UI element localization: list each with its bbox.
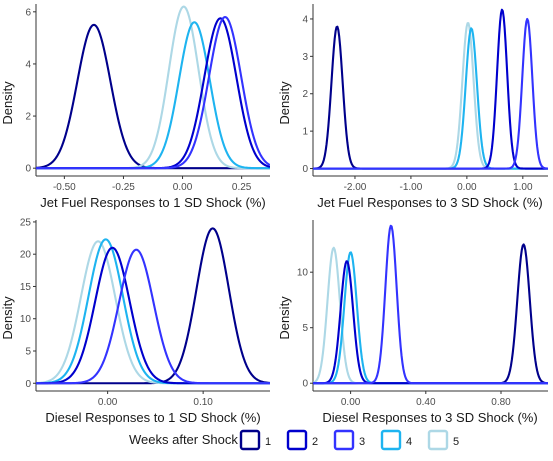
x-tick-label: 0.10 bbox=[193, 397, 213, 408]
legend-key-week-4 bbox=[380, 429, 402, 451]
legend-label-week-3: 3 bbox=[359, 436, 365, 448]
legend-key-week-2 bbox=[286, 429, 308, 451]
density-curve-week-5 bbox=[36, 5, 270, 170]
y-tick-label: 2 bbox=[302, 89, 308, 100]
x-tick-label: 0.25 bbox=[232, 182, 252, 193]
y-tick-label: 2 bbox=[25, 112, 31, 123]
x-tick-label: 0.80 bbox=[491, 397, 511, 408]
density-curve-week-3 bbox=[36, 15, 270, 170]
legend-title: Weeks after Shock bbox=[129, 432, 238, 447]
legend: Weeks after Shock 1 2 3 4 5 bbox=[129, 429, 459, 451]
x-tick-label: 0.00 bbox=[341, 397, 361, 408]
x-tick-label: 0.00 bbox=[457, 182, 477, 193]
series-group bbox=[313, 224, 548, 385]
y-tick-label: 0 bbox=[25, 379, 31, 390]
chart-panel-2: 0 1 2 3 4 -2.00 -1.00 0.00 1.00 Jet Fuel Response… bbox=[277, 4, 548, 210]
density-curve-week-4 bbox=[313, 251, 548, 385]
legend-label-week-2: 2 bbox=[312, 436, 318, 448]
legend-key-week-5 bbox=[427, 429, 449, 451]
y-tick-label: 0 bbox=[302, 379, 308, 390]
series-group bbox=[36, 5, 270, 170]
x-axis-title: Diesel Responses to 1 SD Shock (%) bbox=[45, 410, 260, 425]
y-tick-label: 3 bbox=[302, 52, 308, 63]
chart-panel-1: 0 2 4 6 -0.50 -0.25 0.00 0.25 Jet Fuel Responses… bbox=[0, 4, 270, 210]
chart-panel-4: 0 5 10 0.00 0.40 0.80 Diesel Responses to 3 SD… bbox=[277, 220, 548, 425]
y-axis-title: Density bbox=[0, 81, 15, 125]
y-tick-label: 10 bbox=[20, 314, 32, 325]
density-curve-week-1 bbox=[36, 227, 270, 385]
x-tick-label: 0.00 bbox=[173, 182, 193, 193]
y-tick-label: 5 bbox=[25, 346, 31, 357]
y-axis-title: Density bbox=[0, 296, 15, 340]
x-tick-label: 1.00 bbox=[513, 182, 533, 193]
y-tick-label: 15 bbox=[20, 282, 32, 293]
x-axis-title: Jet Fuel Responses to 3 SD Shock (%) bbox=[317, 195, 542, 210]
x-tick-label: -1.00 bbox=[400, 182, 423, 193]
legend-label-week-1: 1 bbox=[265, 436, 271, 448]
legend-key-week-3 bbox=[333, 429, 355, 451]
x-tick-label: -0.50 bbox=[53, 182, 76, 193]
density-curve-week-3 bbox=[36, 248, 270, 385]
y-tick-label: 10 bbox=[297, 268, 309, 279]
y-tick-label: 4 bbox=[25, 59, 31, 70]
series-group bbox=[36, 227, 270, 385]
legend-key-week-1 bbox=[239, 429, 261, 451]
y-tick-label: 4 bbox=[302, 14, 308, 25]
y-tick-label: 5 bbox=[302, 323, 308, 334]
density-curve-week-3 bbox=[313, 224, 548, 385]
density-curve-week-3 bbox=[313, 17, 548, 170]
y-tick-label: 1 bbox=[302, 127, 308, 138]
y-axis-title: Density bbox=[277, 81, 292, 125]
x-axis-title: Diesel Responses to 3 SD Shock (%) bbox=[322, 410, 537, 425]
x-tick-label: 0.40 bbox=[416, 397, 436, 408]
y-tick-label: 0 bbox=[302, 164, 308, 175]
x-tick-label: -2.00 bbox=[344, 182, 367, 193]
series-group bbox=[313, 8, 548, 170]
density-curve-week-2 bbox=[313, 260, 548, 385]
legend-label-week-5: 5 bbox=[453, 436, 459, 448]
y-tick-label: 25 bbox=[20, 217, 32, 228]
x-tick-label: -0.25 bbox=[112, 182, 135, 193]
legend-label-week-4: 4 bbox=[406, 436, 412, 448]
y-tick-label: 6 bbox=[25, 7, 31, 18]
density-curve-week-4 bbox=[36, 238, 270, 385]
chart-panel-3: 0 5 10 15 20 25 0.00 0.10 Diesel Responses to 1 … bbox=[0, 217, 270, 425]
y-tick-label: 20 bbox=[20, 250, 32, 261]
x-tick-label: 0.00 bbox=[98, 397, 118, 408]
x-axis-title: Jet Fuel Responses to 1 SD Shock (%) bbox=[40, 195, 265, 210]
y-tick-label: 0 bbox=[25, 164, 31, 175]
y-axis-title: Density bbox=[277, 296, 292, 340]
